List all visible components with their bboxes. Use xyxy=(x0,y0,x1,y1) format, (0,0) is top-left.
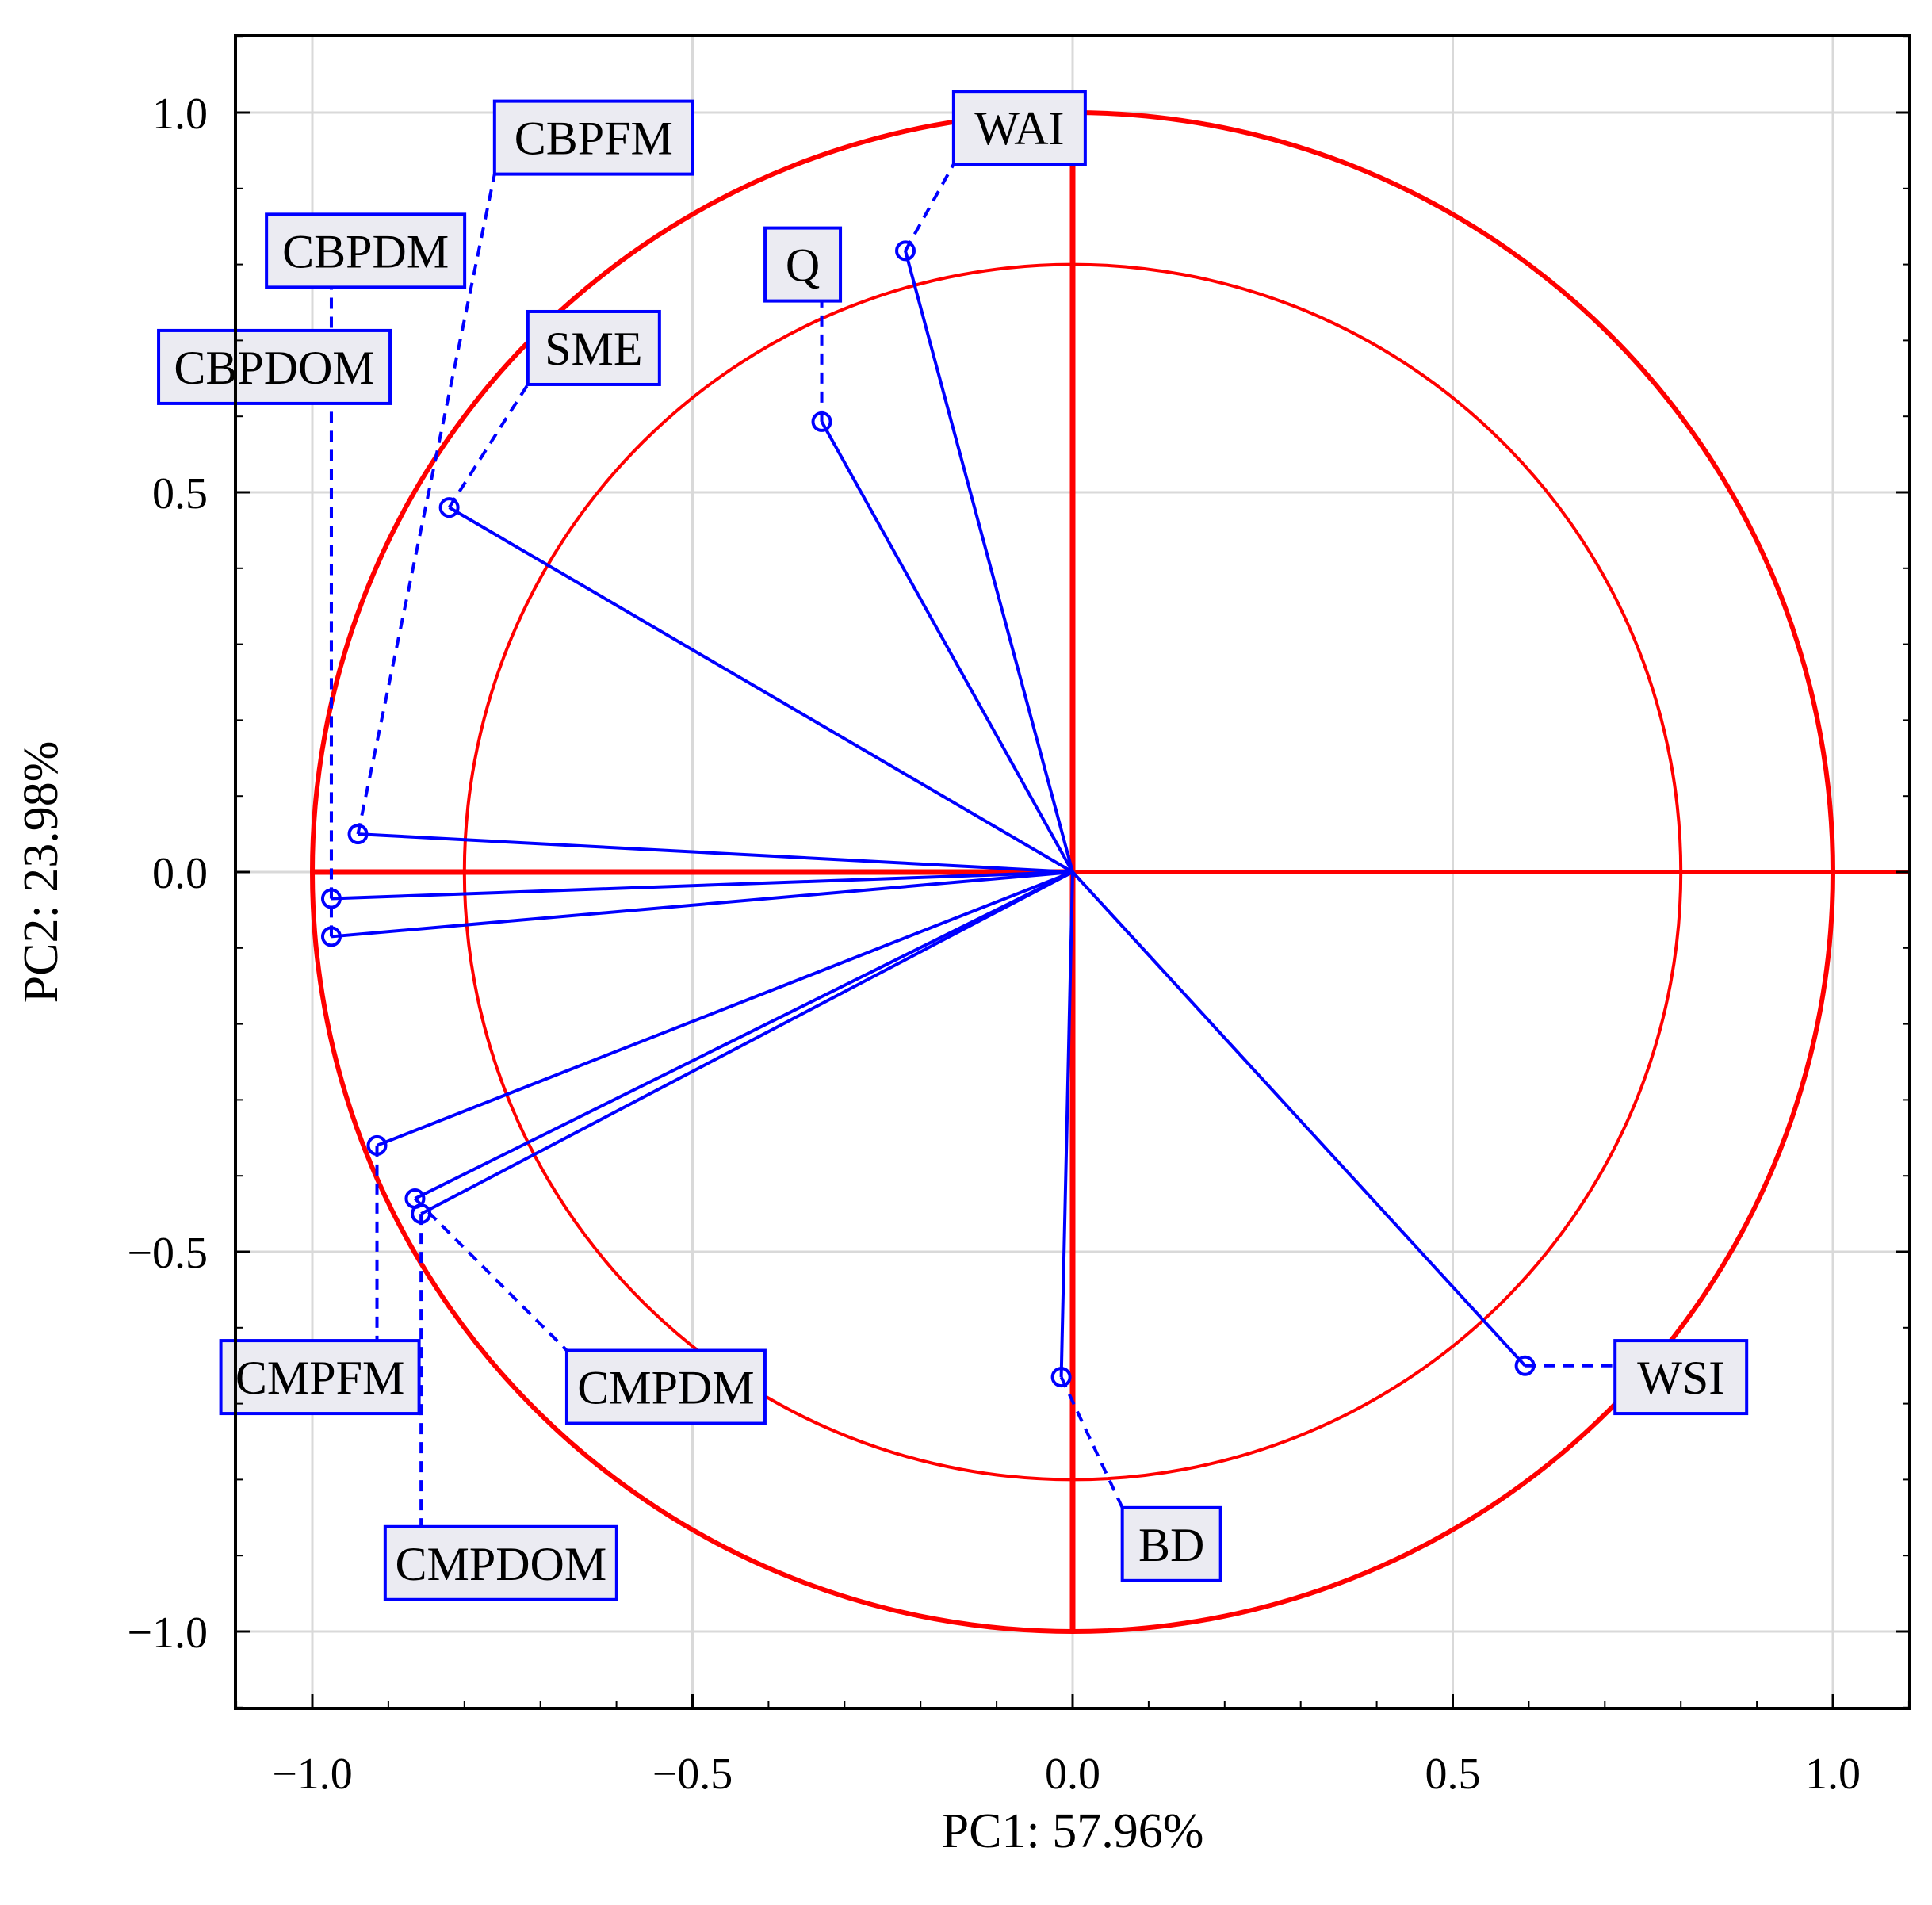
label-sme: SME xyxy=(526,309,661,386)
label-text-sme: SME xyxy=(545,323,642,375)
label-cbpfm: CBPFM xyxy=(492,99,694,176)
leader-sme xyxy=(447,383,530,509)
vector-cbpdom xyxy=(331,870,1073,939)
label-box-cbpdom xyxy=(157,328,392,405)
label-text-cbpfm: CBPFM xyxy=(515,113,673,165)
label-box-wsi xyxy=(1613,1339,1749,1416)
x-tick-label: −1.0 xyxy=(272,1750,353,1799)
label-q: Q xyxy=(763,226,843,303)
label-box-bd xyxy=(1120,1505,1222,1582)
label-wsi: WSI xyxy=(1613,1339,1749,1416)
vector-cbpfm xyxy=(358,832,1073,874)
vector-sme xyxy=(448,506,1074,874)
label-cbpdom: CBPDOM xyxy=(157,328,392,405)
label-text-cmpfm: CMPFM xyxy=(235,1352,404,1404)
x-tick-label: 1.0 xyxy=(1805,1750,1861,1799)
label-text-cmpdm: CMPDM xyxy=(577,1362,754,1414)
x-tick-label: 0.0 xyxy=(1045,1750,1100,1799)
label-leaders xyxy=(329,163,1616,1527)
label-text-cbpdm: CBPDM xyxy=(282,225,449,277)
leader-cmpdm xyxy=(414,1197,568,1352)
leader-wai xyxy=(904,163,955,252)
label-box-cmpdm xyxy=(564,1348,767,1425)
x-tick-label: −0.5 xyxy=(652,1750,733,1799)
y-tick-label: 0.0 xyxy=(152,849,208,898)
variable-labels: WAI Q SME CBPFM CBPDM CBPDOM CMPFM CMPDM CMPDOM B… xyxy=(157,90,1749,1601)
vector-wai xyxy=(904,250,1074,873)
vector-bd xyxy=(1059,871,1074,1378)
vector-cmpfm xyxy=(376,870,1073,1147)
label-cbpdm: CBPDM xyxy=(265,212,467,289)
y-tick-label: −1.0 xyxy=(127,1609,208,1658)
loading-vectors xyxy=(320,240,1536,1388)
leader-cbpfm xyxy=(356,174,496,835)
label-box-cbpfm xyxy=(492,99,694,176)
y-tick-label: 1.0 xyxy=(152,90,208,139)
label-text-wsi: WSI xyxy=(1637,1352,1724,1404)
label-cmpdm: CMPDM xyxy=(564,1348,767,1425)
label-box-q xyxy=(763,226,843,303)
label-text-wai: WAI xyxy=(974,102,1064,155)
point-sme xyxy=(438,497,460,518)
label-box-sme xyxy=(526,309,661,386)
label-text-q: Q xyxy=(786,239,820,292)
y-tick-label: 0.5 xyxy=(152,469,208,518)
y-tick-label: −0.5 xyxy=(127,1229,208,1278)
label-cmpfm: CMPFM xyxy=(219,1339,421,1416)
label-box-wai xyxy=(951,90,1087,166)
vector-cmpdom xyxy=(420,870,1073,1215)
label-box-cmpfm xyxy=(219,1339,421,1416)
vector-wsi xyxy=(1071,870,1527,1368)
x-axis-title: PC1: 57.96% xyxy=(942,1804,1204,1858)
label-box-cmpdom xyxy=(383,1524,618,1601)
point-bd xyxy=(1050,1367,1072,1388)
label-text-bd: BD xyxy=(1138,1519,1204,1571)
label-cmpdom: CMPDOM xyxy=(383,1524,618,1601)
label-text-cmpdom: CMPDOM xyxy=(395,1538,606,1590)
leader-bd xyxy=(1059,1376,1124,1509)
label-wai: WAI xyxy=(951,90,1087,166)
label-text-cbpdom: CBPDOM xyxy=(174,342,374,394)
ticks: −1.0 −0.5 0.0 0.5 1.0 1.0 0.5 0.0 −0.5 −1.0 xyxy=(127,36,1910,1799)
label-bd: BD xyxy=(1120,1505,1222,1582)
x-tick-label: 0.5 xyxy=(1425,1750,1481,1799)
y-axis-title: PC2: 23.98% xyxy=(14,741,68,1004)
vector-q xyxy=(820,420,1074,873)
point-wai xyxy=(895,240,916,262)
vector-cbpdm xyxy=(331,870,1073,901)
vector-cmpdm xyxy=(414,870,1073,1200)
point-cbpfm xyxy=(347,824,369,845)
label-box-cbpdm xyxy=(265,212,467,289)
